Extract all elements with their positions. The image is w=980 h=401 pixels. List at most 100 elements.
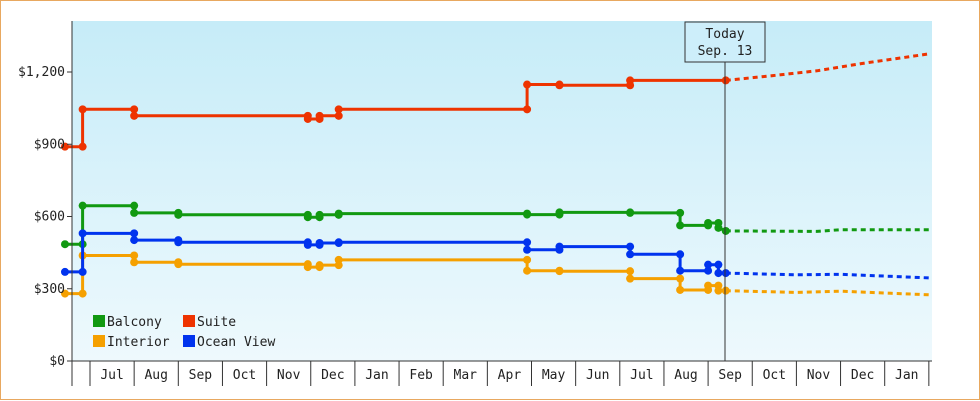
series-forecast-balcony (725, 228, 929, 233)
data-point (523, 105, 532, 114)
data-point (676, 221, 685, 230)
legend-label-interior: Interior (107, 335, 170, 350)
legend-swatch-balcony (93, 315, 105, 327)
data-point (626, 76, 635, 85)
y-tick-label: $600 (34, 210, 65, 225)
data-point (676, 208, 685, 217)
plot-layer (60, 52, 930, 298)
data-point (78, 105, 87, 114)
data-point (315, 210, 324, 219)
data-point (303, 240, 312, 249)
series-forecast-ocean-view (725, 271, 929, 280)
series-line-suite (65, 78, 726, 149)
data-point (303, 114, 312, 123)
data-point (130, 201, 139, 210)
legend-label-ocean-view: Ocean View (197, 335, 275, 350)
data-point (555, 267, 564, 276)
data-point (704, 266, 713, 275)
series-line-interior (65, 254, 726, 296)
data-point (78, 229, 87, 238)
data-point (676, 266, 685, 275)
x-tick-label: Nov (807, 368, 831, 383)
x-tick-label: Mar (454, 368, 478, 383)
data-point (130, 258, 139, 267)
data-point (676, 285, 685, 294)
x-tick-label: Jul (630, 368, 653, 383)
data-point (334, 111, 343, 120)
data-point (78, 267, 87, 276)
data-point (714, 286, 723, 295)
data-point (714, 260, 723, 269)
x-tick-label: Jan (895, 368, 918, 383)
data-point (721, 226, 730, 235)
legend-swatch-suite (183, 315, 195, 327)
data-point (626, 274, 635, 283)
data-point (334, 255, 343, 264)
data-point (130, 111, 139, 120)
data-point (334, 105, 343, 114)
series-forecast-suite (725, 52, 930, 82)
data-point (555, 81, 564, 90)
data-point (523, 210, 532, 219)
y-tick-label: $1,200 (18, 65, 65, 80)
data-point (60, 267, 69, 276)
legend-swatch-interior (93, 335, 105, 347)
series-forecast-interior (725, 289, 929, 297)
data-point (60, 289, 69, 298)
x-tick-label: Apr (498, 368, 522, 383)
x-tick-label: Oct (233, 368, 256, 383)
data-point (334, 209, 343, 218)
data-point (303, 263, 312, 272)
x-tick-label: Sep (189, 368, 213, 383)
data-point (315, 238, 324, 247)
x-tick-label: Aug (674, 368, 697, 383)
legend: Balcony Suite Interior Ocean View (93, 315, 275, 350)
data-point (174, 210, 183, 219)
data-point (60, 142, 69, 151)
x-tick-label: Oct (763, 368, 786, 383)
data-point (315, 111, 324, 120)
data-point (78, 289, 87, 298)
y-tick-label: $300 (34, 282, 65, 297)
data-point (523, 266, 532, 275)
x-tick-label: May (542, 368, 566, 383)
series-line-balcony (65, 204, 727, 246)
x-tick-label: Aug (144, 368, 167, 383)
data-point (714, 223, 723, 232)
series-line-ocean-view (65, 231, 726, 275)
legend-label-balcony: Balcony (107, 315, 162, 330)
data-point (721, 76, 730, 85)
plot-area (72, 21, 932, 361)
data-point (523, 245, 532, 254)
data-point (523, 255, 532, 264)
data-point (626, 208, 635, 217)
x-tick-label: Jun (586, 368, 609, 383)
data-point (523, 80, 532, 89)
data-point (334, 238, 343, 247)
data-point (303, 213, 312, 222)
data-point (626, 267, 635, 276)
data-point (626, 242, 635, 251)
legend-label-suite: Suite (197, 315, 236, 330)
x-tick-label: Jul (100, 368, 123, 383)
data-point (721, 286, 730, 295)
data-point (78, 142, 87, 151)
y-tick-label: $900 (34, 137, 65, 152)
x-tick-label: Nov (277, 368, 301, 383)
x-tick-label: Jan (365, 368, 388, 383)
legend-swatch-ocean-view (183, 335, 195, 347)
data-point (721, 269, 730, 278)
data-point (704, 219, 713, 228)
data-point (704, 281, 713, 290)
x-tick-label: Dec (851, 368, 874, 383)
data-point (555, 208, 564, 217)
today-box (684, 21, 766, 63)
x-tick-label: Dec (321, 368, 344, 383)
today-marker: Today Sep. 13 (684, 21, 766, 361)
data-point (626, 250, 635, 259)
data-point (130, 208, 139, 217)
data-point (676, 274, 685, 283)
data-point (130, 251, 139, 260)
x-tick-label: Sep (718, 368, 742, 383)
